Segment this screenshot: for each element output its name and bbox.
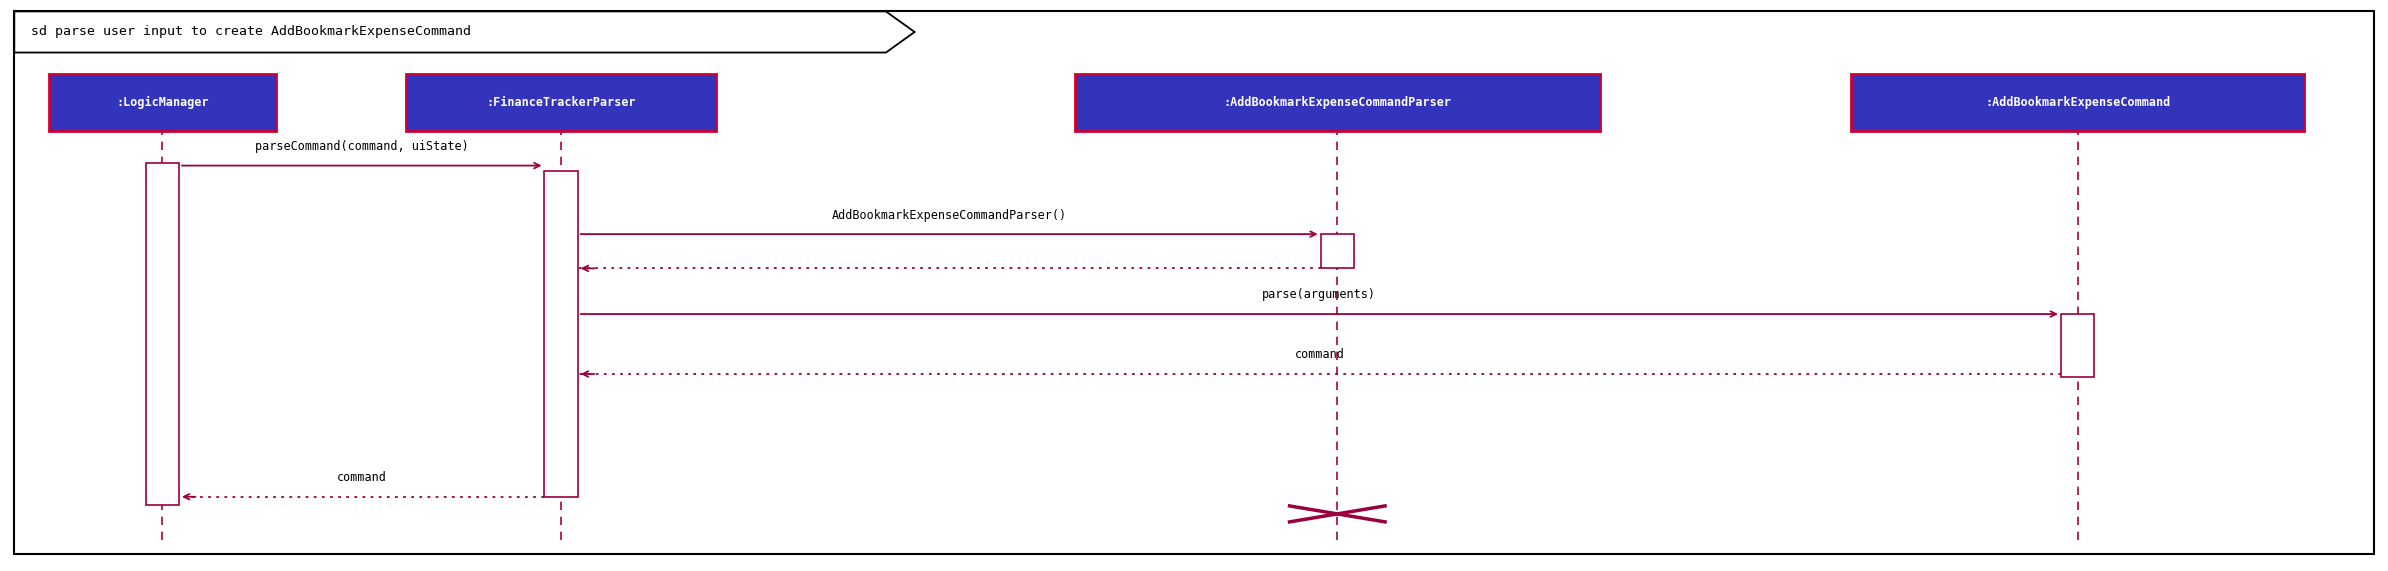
Text: :FinanceTrackerParser: :FinanceTrackerParser: [487, 96, 635, 109]
Bar: [544, 171, 578, 497]
Bar: [406, 74, 716, 131]
Bar: [48, 74, 275, 131]
Text: parse(arguments): parse(arguments): [1263, 288, 1375, 301]
Text: sd parse user input to create AddBookmarkExpenseCommand: sd parse user input to create AddBookmar…: [31, 26, 470, 38]
Bar: [1075, 74, 1600, 131]
Bar: [2061, 314, 2094, 377]
Text: :AddBookmarkExpenseCommand: :AddBookmarkExpenseCommand: [1984, 96, 2171, 109]
Text: :AddBookmarkExpenseCommandParser: :AddBookmarkExpenseCommandParser: [1223, 96, 1452, 109]
Bar: [1321, 234, 1354, 268]
Bar: [1851, 74, 2304, 131]
Text: command: command: [337, 471, 387, 484]
Text: command: command: [1294, 348, 1344, 361]
Text: AddBookmarkExpenseCommandParser(): AddBookmarkExpenseCommandParser(): [831, 208, 1067, 222]
Bar: [146, 163, 179, 505]
Text: :LogicManager: :LogicManager: [117, 96, 208, 109]
Polygon shape: [14, 11, 915, 53]
Text: parseCommand(command, uiState): parseCommand(command, uiState): [256, 140, 468, 153]
